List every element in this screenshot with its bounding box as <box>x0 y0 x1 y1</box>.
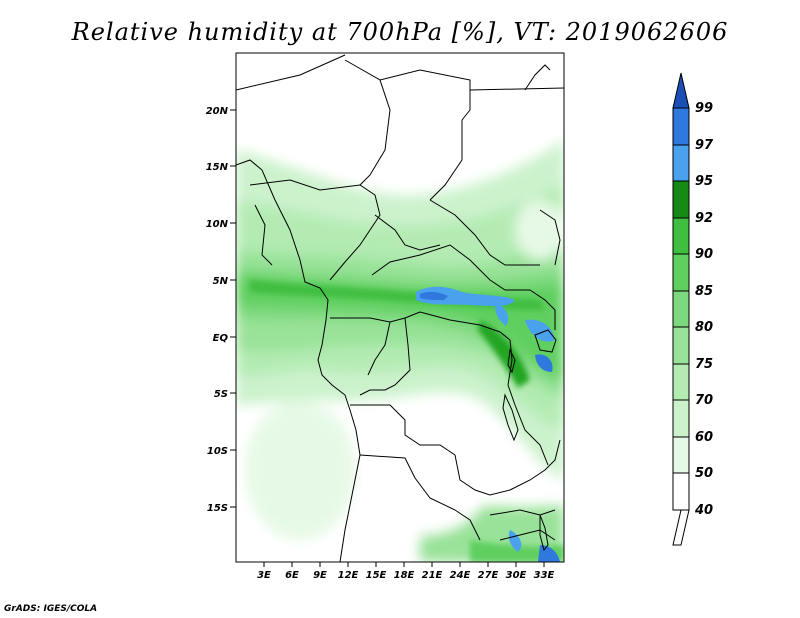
colorbar-seg-6 <box>672 253 690 292</box>
lat-label-15n: 15N <box>206 162 229 173</box>
colorbar-label-50: 50 <box>695 466 713 481</box>
colorbar-label-99: 99 <box>695 101 713 116</box>
lon-label-18e: 18E <box>394 570 415 581</box>
colorbar-seg-10 <box>672 107 690 146</box>
colorbar-label-97: 97 <box>695 138 714 153</box>
colorbar-label-80: 80 <box>695 320 713 335</box>
lon-label-15e: 15E <box>366 570 387 581</box>
lat-label-10s: 10S <box>207 446 228 457</box>
colorbar-seg-4 <box>672 326 690 365</box>
map-frame <box>235 52 565 563</box>
lon-label-9e: 9E <box>313 570 327 581</box>
colorbar-seg-0 <box>672 472 690 511</box>
colorbar-seg-5 <box>672 290 690 328</box>
lon-label-30e: 30E <box>506 570 527 581</box>
lon-label-3e: 3E <box>257 570 271 581</box>
map-title: Relative humidity at 700hPa [%], VT: 201… <box>71 18 729 46</box>
colorbar: 40 50 60 70 75 80 85 90 92 95 97 99 <box>672 72 714 546</box>
colorbar-bottom-triangle <box>672 509 690 546</box>
colorbar-label-85: 85 <box>695 284 713 299</box>
grads-credit: GrADS: IGES/COLA <box>4 604 98 614</box>
lat-label-5s: 5S <box>214 389 228 400</box>
colorbar-seg-7 <box>672 217 690 255</box>
longitude-axis: 3E 6E 9E 12E 15E 18E 21E 24E 27E 30E 33E <box>257 562 555 581</box>
colorbar-label-60: 60 <box>695 430 713 445</box>
latitude-axis: 20N 15N 10N 5N EQ 5S 10S 15S <box>206 106 236 514</box>
colorbar-label-95: 95 <box>695 174 713 189</box>
colorbar-top-triangle <box>672 72 690 109</box>
colorbar-label-75: 75 <box>695 357 713 372</box>
colorbar-seg-8 <box>672 180 690 219</box>
country-borders <box>236 54 564 562</box>
lat-label-eq: EQ <box>213 333 229 344</box>
colorbar-label-70: 70 <box>695 393 713 408</box>
lon-label-12e: 12E <box>338 570 359 581</box>
lon-label-6e: 6E <box>285 570 299 581</box>
colorbar-label-40: 40 <box>694 503 713 518</box>
lon-label-24e: 24E <box>450 570 471 581</box>
lat-label-10n: 10N <box>206 219 229 230</box>
humidity-field <box>236 53 564 562</box>
colorbar-seg-3 <box>672 363 690 401</box>
lon-label-21e: 21E <box>422 570 443 581</box>
colorbar-label-92: 92 <box>695 211 713 226</box>
lon-label-27e: 27E <box>478 570 499 581</box>
lat-label-20n: 20N <box>206 106 229 117</box>
lat-label-15s: 15S <box>207 503 228 514</box>
colorbar-seg-2 <box>672 399 690 438</box>
lat-label-5n: 5N <box>213 276 229 287</box>
colorbar-label-90: 90 <box>695 247 713 262</box>
colorbar-seg-1 <box>672 436 690 474</box>
colorbar-seg-9 <box>672 144 690 182</box>
lon-label-33e: 33E <box>534 570 555 581</box>
